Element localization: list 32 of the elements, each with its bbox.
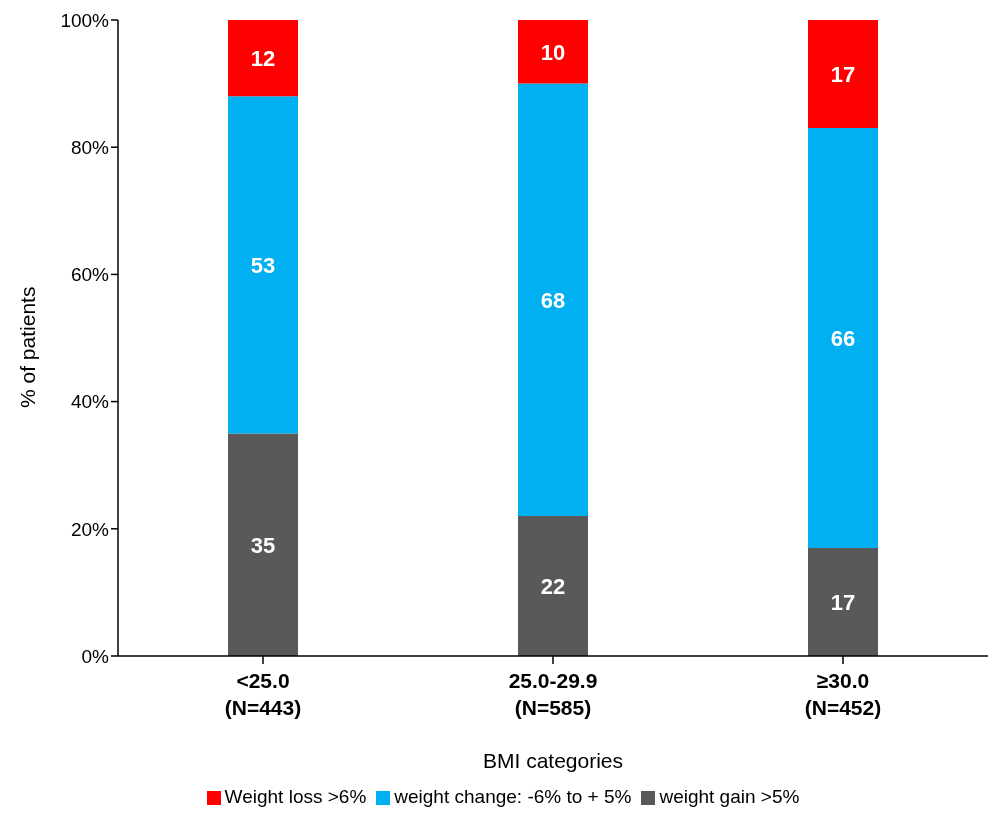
- bar: [518, 20, 588, 84]
- y-tick-label: 80%: [70, 136, 110, 158]
- legend-label: Weight loss >6%: [224, 786, 367, 807]
- x-tick-label: 25.0-29.9 (N=585): [508, 669, 598, 719]
- bar: [228, 96, 298, 434]
- legend-label: weight gain >5%: [659, 786, 800, 807]
- bar: [518, 83, 588, 517]
- y-tick-label: 0%: [81, 645, 110, 667]
- data-label: 10: [540, 39, 566, 65]
- bar: [808, 128, 878, 548]
- data-label: 17: [830, 589, 856, 615]
- data-label: 17: [830, 61, 856, 87]
- bar: [808, 547, 878, 656]
- bar: [518, 516, 588, 656]
- x-tick-label: <25.0 (N=443): [224, 669, 302, 719]
- bar: [228, 433, 298, 656]
- data-label: 22: [540, 573, 566, 599]
- x-axis-title: BMI categories: [482, 749, 624, 772]
- y-tick-label: 20%: [70, 518, 110, 540]
- data-label: 12: [250, 45, 276, 71]
- data-label: 53: [250, 252, 276, 278]
- y-tick-label: 60%: [70, 264, 110, 286]
- y-tick-label: 40%: [70, 391, 110, 413]
- x-tick-label: ≥30.0 (N=452): [804, 669, 882, 719]
- data-label: 68: [540, 287, 566, 313]
- legend-label: weight change: -6% to + 5%: [394, 786, 632, 807]
- y-tick-label: 100%: [60, 9, 110, 31]
- y-axis-title: % of patients: [16, 286, 40, 408]
- bar: [228, 20, 298, 97]
- data-label: 35: [250, 532, 276, 558]
- data-label: 66: [830, 325, 856, 351]
- bar: [808, 20, 878, 129]
